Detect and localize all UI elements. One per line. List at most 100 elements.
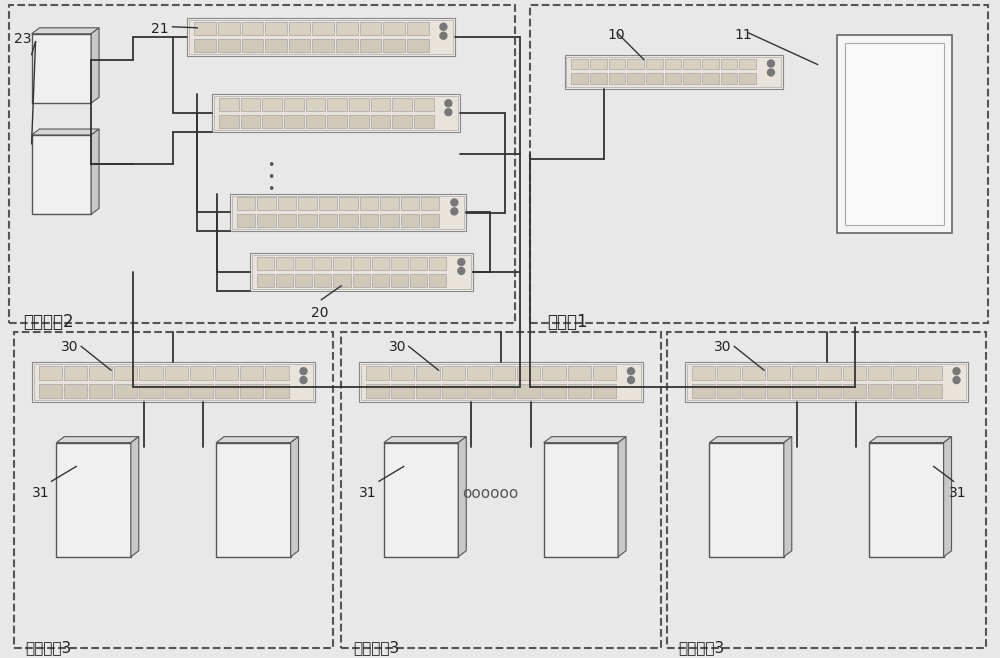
Bar <box>683 74 700 84</box>
Text: 第二区域3: 第二区域3 <box>679 640 725 655</box>
Bar <box>241 115 260 128</box>
Bar <box>530 5 988 322</box>
Bar <box>566 57 781 88</box>
Bar <box>194 22 216 35</box>
Bar <box>391 274 408 287</box>
Text: 第二区域3: 第二区域3 <box>353 640 399 655</box>
Bar <box>590 74 607 84</box>
Bar <box>742 367 765 380</box>
Polygon shape <box>32 129 99 135</box>
Text: 31: 31 <box>32 486 49 500</box>
Bar <box>265 384 289 398</box>
Polygon shape <box>869 437 952 443</box>
Bar <box>391 367 414 380</box>
Bar <box>32 34 91 103</box>
Bar <box>242 22 263 35</box>
Bar <box>414 98 434 111</box>
Bar <box>278 215 296 227</box>
Bar <box>792 384 816 398</box>
Bar <box>237 197 255 211</box>
Bar <box>721 59 737 70</box>
Text: •: • <box>267 170 274 184</box>
Bar <box>165 367 188 380</box>
Bar <box>717 384 740 398</box>
Bar <box>492 384 515 398</box>
Polygon shape <box>784 437 792 557</box>
Bar <box>702 74 719 84</box>
Bar <box>665 59 681 70</box>
Bar <box>276 274 293 287</box>
Text: 31: 31 <box>359 486 377 500</box>
Bar <box>237 215 255 227</box>
Circle shape <box>445 100 452 107</box>
Bar <box>306 115 325 128</box>
Text: 10: 10 <box>607 28 625 42</box>
Bar <box>372 257 389 270</box>
Bar <box>284 115 304 128</box>
Bar <box>517 384 540 398</box>
Bar <box>89 384 112 398</box>
Bar <box>339 197 358 211</box>
Bar <box>240 367 263 380</box>
Polygon shape <box>544 437 626 443</box>
Bar <box>214 96 458 130</box>
Bar <box>593 384 616 398</box>
Bar <box>359 363 643 402</box>
Bar <box>257 274 274 287</box>
Bar <box>319 215 337 227</box>
Bar <box>401 215 419 227</box>
Bar <box>837 35 952 233</box>
Bar <box>717 367 740 380</box>
Bar <box>189 20 453 53</box>
Bar <box>702 59 719 70</box>
Bar <box>467 384 490 398</box>
Bar <box>565 55 783 89</box>
Bar <box>216 443 291 557</box>
Bar <box>371 98 390 111</box>
Bar <box>333 274 351 287</box>
Circle shape <box>767 69 774 76</box>
Circle shape <box>300 376 307 384</box>
Text: •: • <box>267 159 274 172</box>
Text: 第二区域3: 第二区域3 <box>26 640 72 655</box>
Bar <box>692 384 715 398</box>
Bar <box>314 257 331 270</box>
Bar <box>187 18 455 55</box>
Circle shape <box>451 208 458 215</box>
Bar <box>339 215 358 227</box>
Bar <box>257 215 276 227</box>
Polygon shape <box>131 437 139 557</box>
Bar <box>646 74 663 84</box>
Bar <box>215 384 238 398</box>
Circle shape <box>953 376 960 384</box>
Text: 30: 30 <box>714 340 732 355</box>
Polygon shape <box>56 437 139 443</box>
Circle shape <box>628 368 634 374</box>
Bar <box>32 363 315 402</box>
Polygon shape <box>91 28 99 103</box>
Bar <box>407 39 429 51</box>
Polygon shape <box>91 129 99 215</box>
Polygon shape <box>618 437 626 557</box>
Bar <box>314 274 331 287</box>
Polygon shape <box>709 437 792 443</box>
Bar <box>360 39 381 51</box>
Polygon shape <box>384 437 466 443</box>
Bar <box>284 98 304 111</box>
Bar <box>278 197 296 211</box>
Bar <box>429 274 446 287</box>
Bar <box>139 384 163 398</box>
Circle shape <box>300 368 307 374</box>
Bar <box>333 257 351 270</box>
Bar <box>360 197 378 211</box>
Bar <box>590 59 607 70</box>
Circle shape <box>440 32 447 39</box>
Bar <box>646 59 663 70</box>
Bar <box>571 59 588 70</box>
Bar <box>544 443 618 557</box>
Bar <box>327 98 347 111</box>
Bar <box>366 367 389 380</box>
Bar <box>165 384 188 398</box>
Bar <box>416 367 440 380</box>
Circle shape <box>767 60 774 67</box>
